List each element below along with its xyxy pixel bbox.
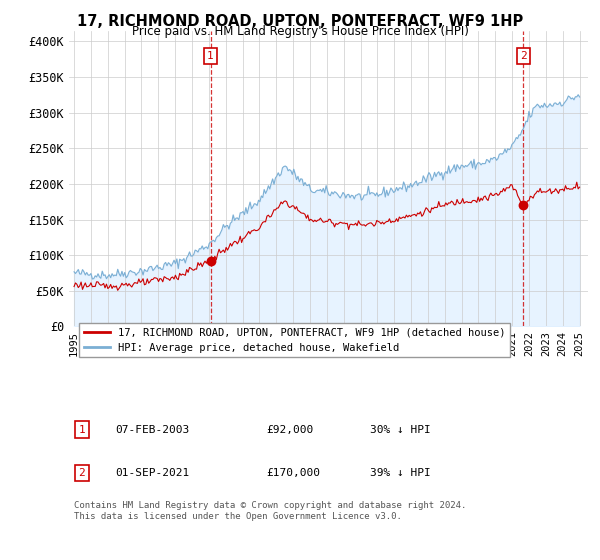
Text: 17, RICHMOND ROAD, UPTON, PONTEFRACT, WF9 1HP: 17, RICHMOND ROAD, UPTON, PONTEFRACT, WF… [77, 14, 523, 29]
Text: 30% ↓ HPI: 30% ↓ HPI [370, 424, 431, 435]
Text: Price paid vs. HM Land Registry's House Price Index (HPI): Price paid vs. HM Land Registry's House … [131, 25, 469, 38]
Text: 39% ↓ HPI: 39% ↓ HPI [370, 468, 431, 478]
Text: 2: 2 [79, 468, 85, 478]
Text: 2: 2 [520, 51, 527, 60]
Text: Contains HM Land Registry data © Crown copyright and database right 2024.
This d: Contains HM Land Registry data © Crown c… [74, 501, 467, 520]
Point [518, 201, 528, 210]
Point [206, 256, 215, 265]
Text: 07-FEB-2003: 07-FEB-2003 [116, 424, 190, 435]
Text: 1: 1 [207, 51, 214, 60]
Text: £170,000: £170,000 [266, 468, 320, 478]
Text: 1: 1 [79, 424, 85, 435]
Text: 01-SEP-2021: 01-SEP-2021 [116, 468, 190, 478]
Legend: 17, RICHMOND ROAD, UPTON, PONTEFRACT, WF9 1HP (detached house), HPI: Average pri: 17, RICHMOND ROAD, UPTON, PONTEFRACT, WF… [79, 323, 509, 357]
Text: £92,000: £92,000 [266, 424, 313, 435]
